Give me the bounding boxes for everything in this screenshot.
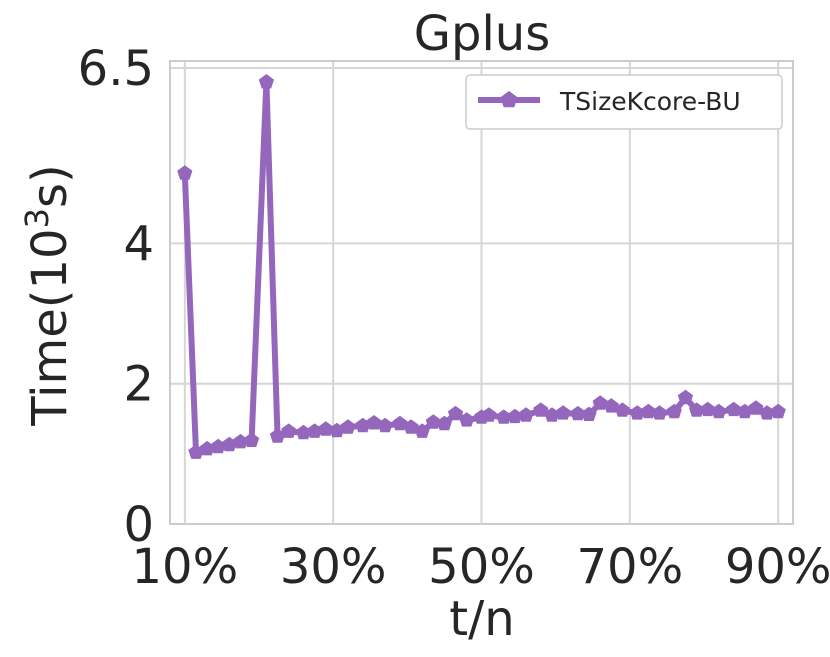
x-tick-label: 90% (725, 539, 830, 595)
data-point-marker (481, 407, 497, 422)
data-point-marker (666, 403, 682, 419)
data-point-marker (555, 405, 571, 420)
data-point-marker (232, 433, 249, 449)
y-axis-label-main: Time(10 (22, 228, 78, 426)
data-point-marker (177, 165, 193, 180)
legend: TSizeKcore-BU (465, 74, 783, 130)
data-point-marker (518, 407, 534, 422)
data-point-marker (403, 419, 419, 434)
data-point-marker (318, 421, 334, 436)
data-point-marker (570, 405, 586, 421)
data-point-marker (603, 398, 619, 413)
data-point-marker (614, 402, 630, 417)
data-point-marker (425, 414, 441, 429)
data-point-marker (281, 423, 297, 438)
data-point-marker (640, 403, 656, 419)
data-point-marker (770, 403, 786, 419)
data-point-marker (414, 423, 430, 438)
data-point-marker (188, 444, 204, 459)
x-tick-label: 10% (131, 539, 238, 595)
data-point-marker (366, 415, 382, 430)
data-point-marker (340, 419, 356, 434)
y-tick-label: 4 (123, 216, 154, 272)
x-tick-label: 30% (280, 539, 387, 595)
y-tick-label: 6.5 (78, 41, 154, 97)
data-point-marker (295, 424, 312, 440)
data-point-marker (392, 415, 408, 431)
legend-marker-pentagon (500, 91, 518, 108)
x-axis-label: t/n (449, 591, 514, 647)
legend-box (465, 74, 783, 130)
data-point-marker (689, 402, 705, 417)
data-point-marker (759, 405, 775, 420)
data-point-marker (711, 403, 727, 419)
series-layer (177, 74, 786, 459)
x-tick-label: 70% (576, 539, 683, 595)
y-tick-label: 2 (123, 357, 154, 413)
y-axis-label: Time(103s) (18, 164, 78, 426)
data-point-marker (726, 401, 742, 417)
x-tick-label: 50% (428, 539, 535, 595)
data-point-marker (447, 405, 464, 421)
data-point-marker (329, 422, 345, 438)
y-tick-label: 0 (123, 497, 154, 553)
chart-title: Gplus (414, 6, 550, 62)
data-point-marker (436, 415, 452, 431)
data-point-marker (629, 405, 645, 420)
legend-label: TSizeKcore-BU (559, 87, 741, 116)
data-point-marker (459, 412, 475, 427)
plot-area-frame (169, 60, 794, 525)
data-point-marker (377, 417, 393, 433)
y-axis-label-exponent: 3 (18, 208, 56, 228)
data-point-marker (269, 428, 286, 443)
data-point-marker (355, 417, 371, 433)
y-axis-label-unit: s) (22, 164, 78, 208)
data-point-marker (244, 432, 260, 447)
data-point-marker (507, 408, 523, 424)
data-point-marker (651, 405, 668, 420)
tick-labels: 10% 30% 50% 70% 90% 0 2 4 6.5 (78, 41, 830, 595)
data-point-marker (496, 409, 512, 424)
data-point-marker (737, 403, 753, 419)
data-point-marker (258, 74, 274, 89)
data-point-marker (677, 389, 694, 405)
data-point-marker (581, 406, 597, 421)
data-point-marker (592, 395, 608, 410)
data-point-marker (700, 401, 716, 417)
